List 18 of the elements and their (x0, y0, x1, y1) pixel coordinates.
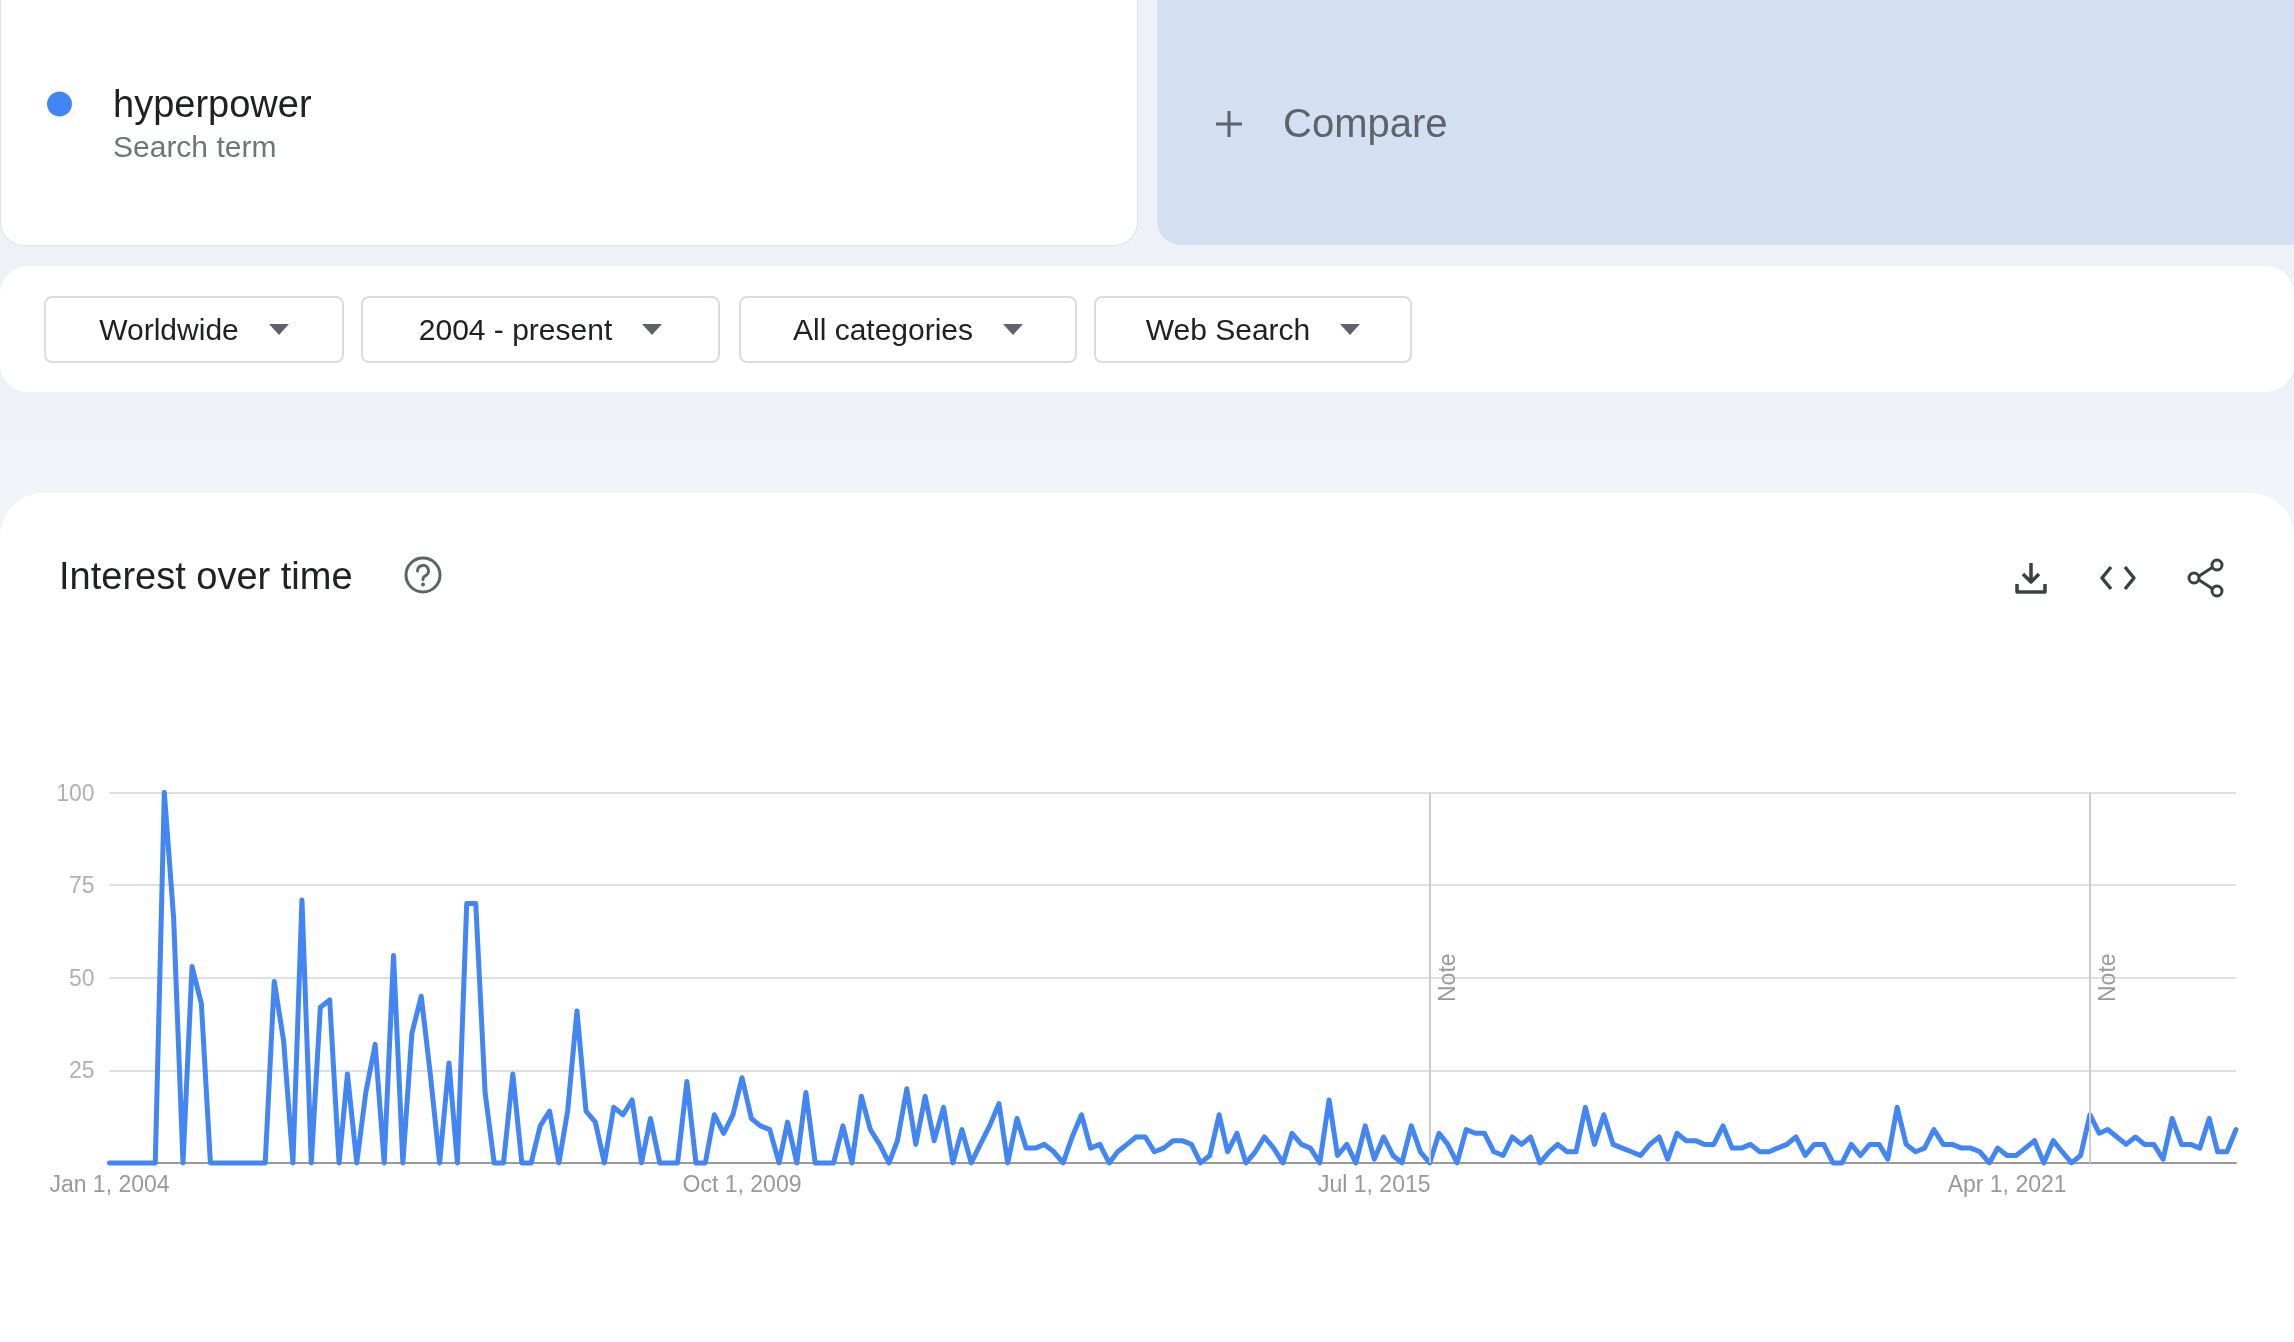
text: Search term (113, 130, 277, 165)
dropdown-button: Web Search (1094, 296, 1412, 363)
x-tick-label: Apr 1, 2021 (1947, 1171, 2067, 1198)
dropdown-button: Worldwide (44, 296, 344, 363)
x-tick-label: Jul 1, 2015 (1317, 1171, 1431, 1198)
chart-title: Interest over time (59, 555, 353, 599)
text: Compare (1283, 100, 1448, 146)
x-tick-label: Jan 1, 2004 (49, 1171, 170, 1198)
y-tick-label: 75 (68, 872, 95, 899)
x-tick-label: Oct 1, 2009 (682, 1171, 802, 1198)
ref-line-label: Note (1434, 953, 1461, 1002)
dropdown-button: 2004 - present (361, 296, 720, 363)
dropdown-button: All categories (739, 296, 1077, 363)
y-tick-label: 100 (56, 779, 95, 806)
ref-line-label: Note (2094, 953, 2121, 1002)
y-tick-label: 25 (68, 1057, 95, 1084)
y-tick-label: 50 (68, 964, 95, 991)
legend-label: hyperpower (113, 83, 312, 125)
